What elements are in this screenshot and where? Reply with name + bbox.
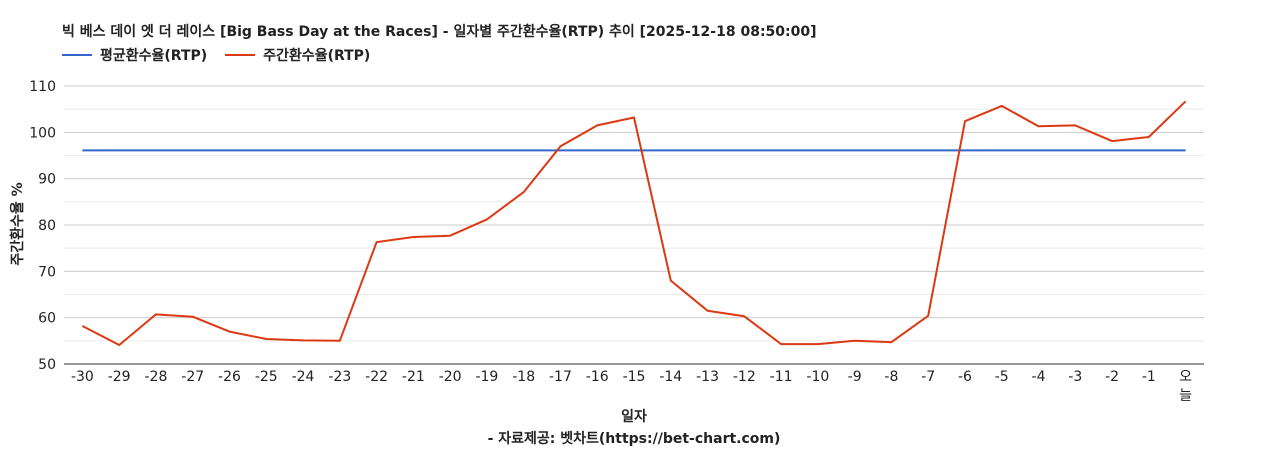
x-tick-label: -17 — [549, 369, 572, 385]
x-tick-label: -21 — [402, 369, 425, 385]
y-tick-label: 70 — [38, 264, 56, 280]
x-tick-label: -9 — [848, 369, 862, 385]
x-tick-label: -29 — [108, 369, 131, 385]
y-axis-label: 주간환수율 % — [10, 182, 26, 266]
x-tick-label: -6 — [958, 369, 972, 385]
legend-item-average[interactable]: 평균환수율(RTP) — [62, 45, 207, 65]
x-axis-label: 일자 — [621, 409, 647, 425]
series-line-1[interactable] — [81, 100, 1187, 346]
x-tick-label: -15 — [623, 369, 646, 385]
legend-swatch-average — [62, 54, 92, 56]
x-tick-label: -28 — [144, 369, 167, 385]
x-tick-label: -20 — [439, 369, 462, 385]
x-tick-label: -11 — [770, 369, 793, 385]
y-tick-label: 80 — [38, 218, 56, 234]
x-tick-label: -7 — [921, 369, 935, 385]
x-tick-label: -2 — [1105, 369, 1119, 385]
y-tick-label: 60 — [38, 311, 56, 327]
legend: 평균환수율(RTP) 주간환수율(RTP) — [62, 45, 370, 65]
series-lines — [81, 100, 1187, 346]
x-tick-label: -3 — [1068, 369, 1082, 385]
y-axis-tick-labels: 50 60 70 80 90 100 110 — [29, 79, 56, 373]
x-tick-label: -14 — [659, 369, 682, 385]
major-gridlines — [64, 85, 1204, 365]
x-tick-label: -5 — [995, 369, 1009, 385]
legend-label-average: 평균환수율(RTP) — [100, 48, 208, 64]
legend-label-weekly: 주간환수율(RTP) — [263, 48, 371, 64]
x-tick-label: -4 — [1032, 369, 1046, 385]
x-tick-label: -27 — [181, 369, 204, 385]
legend-item-weekly[interactable]: 주간환수율(RTP) — [225, 45, 370, 65]
x-tick-label: 오 — [1179, 369, 1192, 385]
x-tick-label: -18 — [512, 369, 535, 385]
x-tick-label: -24 — [292, 369, 315, 385]
source-credit: - 자료제공: 벳차트(https://bet-chart.com) — [487, 431, 781, 447]
x-tick-label: 늘 — [1179, 388, 1192, 404]
x-tick-label: -8 — [884, 369, 898, 385]
y-tick-label: 110 — [29, 79, 56, 95]
x-tick-label: -12 — [733, 369, 756, 385]
chart-title: 빅 베스 데이 엣 더 레이스 [Big Bass Day at the Rac… — [62, 24, 817, 40]
x-tick-label: -19 — [475, 369, 498, 385]
x-tick-label: -25 — [255, 369, 278, 385]
x-axis-tick-labels: -30 -29 -28 -27 -26 -25 -24 -23 -22 -21 -20 -19 -18-… — [71, 369, 1192, 404]
x-tick-label: -23 — [328, 369, 351, 385]
x-tick-label: -22 — [365, 369, 388, 385]
x-tick-label: -1 — [1142, 369, 1156, 385]
y-tick-label: 90 — [38, 172, 56, 188]
minor-gridlines — [64, 108, 1204, 342]
x-tick-label: -13 — [696, 369, 719, 385]
y-tick-label: 50 — [38, 357, 56, 373]
x-tick-label: -26 — [218, 369, 241, 385]
legend-swatch-weekly — [225, 54, 256, 56]
y-tick-label: 100 — [29, 125, 56, 141]
x-tick-label: -30 — [71, 369, 94, 385]
x-tick-label: -10 — [806, 369, 829, 385]
x-tick-label: -16 — [586, 369, 609, 385]
